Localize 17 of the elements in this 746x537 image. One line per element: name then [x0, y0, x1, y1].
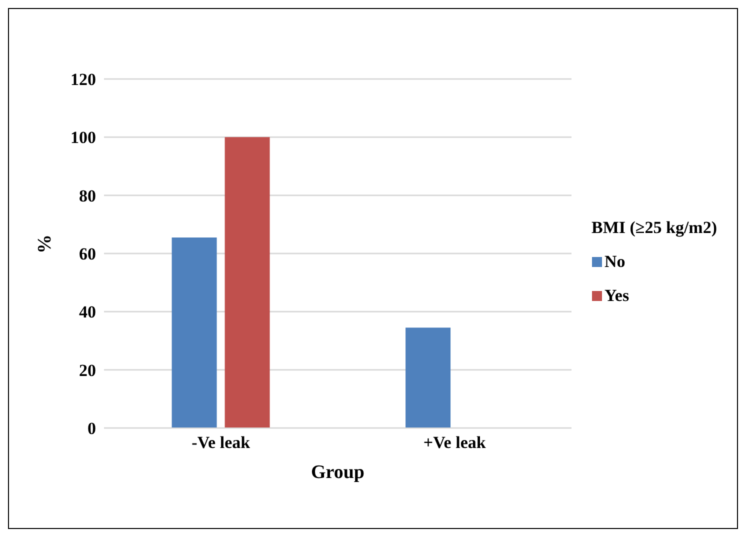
x-axis-title: Group	[310, 462, 365, 483]
x-tick-label: +Ve leak	[423, 433, 486, 452]
y-tick-label: 60	[79, 244, 96, 264]
y-tick-label: 0	[88, 419, 96, 438]
y-tick-label: 20	[79, 360, 96, 380]
legend-label: Yes	[604, 286, 630, 306]
legend-label: No	[604, 252, 626, 272]
x-tick-label: -Ve leak	[192, 433, 251, 452]
bar	[172, 238, 217, 428]
bar	[406, 328, 451, 428]
y-tick-label: 80	[79, 186, 96, 206]
y-axis-title: %	[34, 234, 56, 254]
legend-title: BMI (≥25 kg/m2)	[592, 218, 717, 238]
y-tick-label: 40	[79, 302, 96, 322]
y-tick-label: 100	[70, 128, 96, 148]
y-tick-label: 120	[70, 70, 96, 90]
bar	[224, 137, 270, 428]
